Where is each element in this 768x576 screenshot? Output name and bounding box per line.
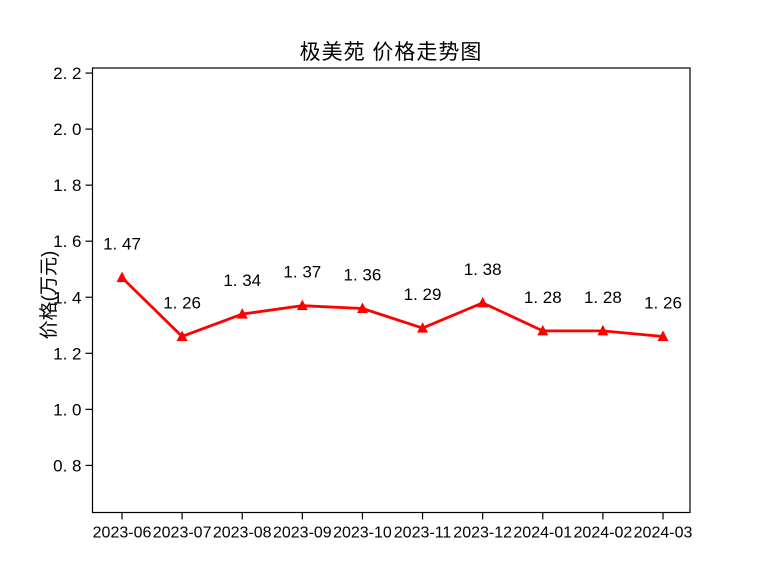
y-tick-label: 1. 0	[53, 400, 81, 419]
data-point-label: 1. 28	[524, 288, 562, 307]
data-point-label: 1. 26	[644, 293, 682, 312]
y-tick-label: 1. 2	[53, 344, 81, 363]
data-point-label: 1. 29	[404, 285, 442, 304]
data-point-marker	[296, 299, 308, 311]
data-point-label: 1. 26	[163, 293, 201, 312]
data-point-label: 1. 37	[283, 263, 321, 282]
data-point-label: 1. 34	[223, 271, 261, 290]
x-tick-label: 2024-02	[574, 525, 633, 542]
y-tick-label: 2. 2	[53, 64, 81, 83]
x-tick-label: 2023-06	[93, 525, 152, 542]
x-tick-label: 2023-12	[453, 525, 512, 542]
data-point-label: 1. 28	[584, 288, 622, 307]
x-tick-label: 2023-09	[273, 525, 332, 542]
y-tick-label: 2. 0	[53, 120, 81, 139]
y-tick-label: 0. 8	[53, 456, 81, 475]
x-tick-label: 2024-01	[513, 525, 572, 542]
data-point-marker	[176, 330, 188, 341]
data-point-marker	[356, 302, 368, 313]
data-point-marker	[537, 324, 549, 336]
plot-frame	[91, 67, 691, 514]
x-tick-label: 2023-11	[394, 525, 452, 542]
y-axis-label: 价格(万元)	[39, 250, 60, 340]
data-point-marker	[116, 271, 128, 283]
x-tick-label: 2023-10	[333, 525, 392, 542]
x-tick-label: 2023-07	[153, 525, 212, 542]
y-tick-label: 1. 6	[53, 232, 81, 251]
data-point-marker	[477, 296, 489, 308]
y-tick-label: 1. 4	[53, 288, 81, 307]
y-tick-label: 1. 8	[53, 176, 81, 195]
data-point-label: 1. 38	[464, 260, 502, 279]
data-point-label: 1. 36	[344, 265, 382, 284]
trend-line	[120, 276, 665, 338]
data-point-marker	[657, 330, 669, 341]
data-point-marker	[236, 308, 248, 319]
x-tick-label: 2023-08	[213, 525, 272, 542]
chart-title: 极美苑 价格走势图	[299, 41, 483, 64]
data-point-marker	[417, 322, 429, 333]
data-point-marker	[597, 324, 609, 336]
data-point-label: 1. 47	[103, 235, 141, 254]
x-tick-label: 2024-03	[634, 525, 693, 542]
